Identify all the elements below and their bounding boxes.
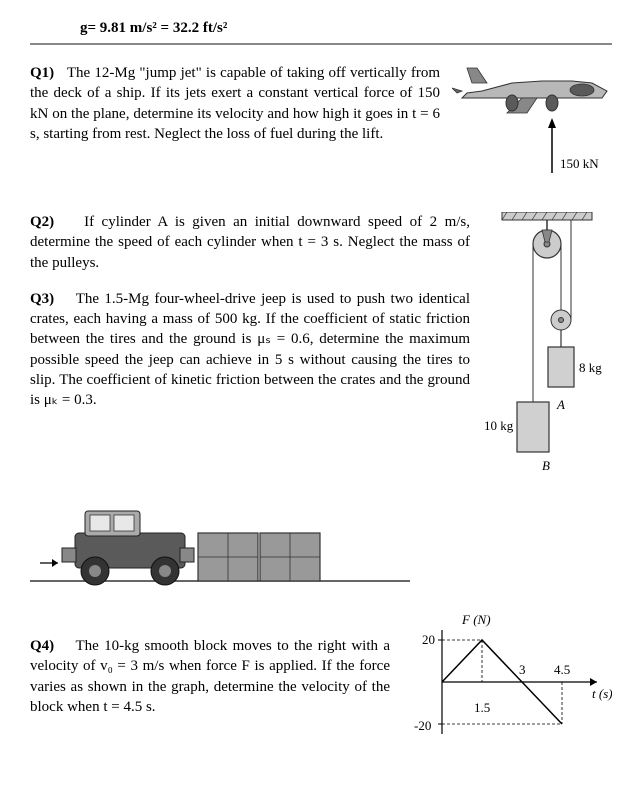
jeep-diagram [30, 493, 410, 593]
cyl-a-label: A [556, 397, 565, 412]
q1-body: The 12-Mg "jump jet" is capable of takin… [30, 65, 440, 142]
ytick-min: -20 [414, 718, 431, 733]
q4-row: Q4) The 10-kg smooth block moves to the … [30, 612, 612, 757]
cyl-b-label: B [542, 458, 550, 473]
q2-num: Q2) [30, 214, 54, 230]
q1-figure: 150 kN [452, 63, 612, 198]
jeep-figure [30, 493, 612, 598]
q1-text: Q1) The 12-Mg "jump jet" is capable of t… [30, 63, 440, 144]
q4-figure: F (N) 20 -20 1.5 3 4.5 t (s) [402, 612, 612, 757]
q2-q3-textcol: Q2) If cylinder A is given an initial do… [30, 212, 470, 426]
graph-ylabel: F (N) [461, 612, 491, 627]
weight-b-label: 8 kg [579, 360, 602, 375]
q3-body: The 1.5-Mg four-wheel-drive jeep is used… [30, 291, 470, 408]
force-label: 150 kN [560, 156, 599, 171]
q4-body: The 10-kg smooth block moves to the righ… [30, 638, 390, 715]
q3-num: Q3) [30, 291, 54, 307]
q3-text: Q3) The 1.5-Mg four-wheel-drive jeep is … [30, 289, 470, 411]
q2-body: If cylinder A is given an initial downwa… [30, 214, 470, 271]
graph-xlabel: t (s) [592, 686, 612, 701]
ytick-max: 20 [422, 632, 435, 647]
q4-text: Q4) The 10-kg smooth block moves to the … [30, 612, 390, 717]
q1-row: Q1) The 12-Mg "jump jet" is capable of t… [30, 63, 612, 198]
header-constant: g= 9.81 m/s² = 32.2 ft/s² [30, 20, 612, 45]
xtick-2: 3 [519, 662, 526, 677]
xtick-3: 4.5 [554, 662, 570, 677]
q4-num: Q4) [30, 638, 54, 654]
q2-text: Q2) If cylinder A is given an initial do… [30, 212, 470, 273]
xtick-1: 1.5 [474, 700, 490, 715]
q1-num: Q1) [30, 65, 54, 81]
weight-a-label: 10 kg [484, 418, 514, 433]
force-graph: F (N) 20 -20 1.5 3 4.5 t (s) [402, 612, 612, 752]
jet-diagram: 150 kN [452, 63, 612, 193]
pulley-diagram: 8 kg A 10 kg B [482, 212, 612, 482]
pulley-figure: 8 kg A 10 kg B [482, 212, 612, 487]
q2-q3-row: Q2) If cylinder A is given an initial do… [30, 212, 612, 487]
